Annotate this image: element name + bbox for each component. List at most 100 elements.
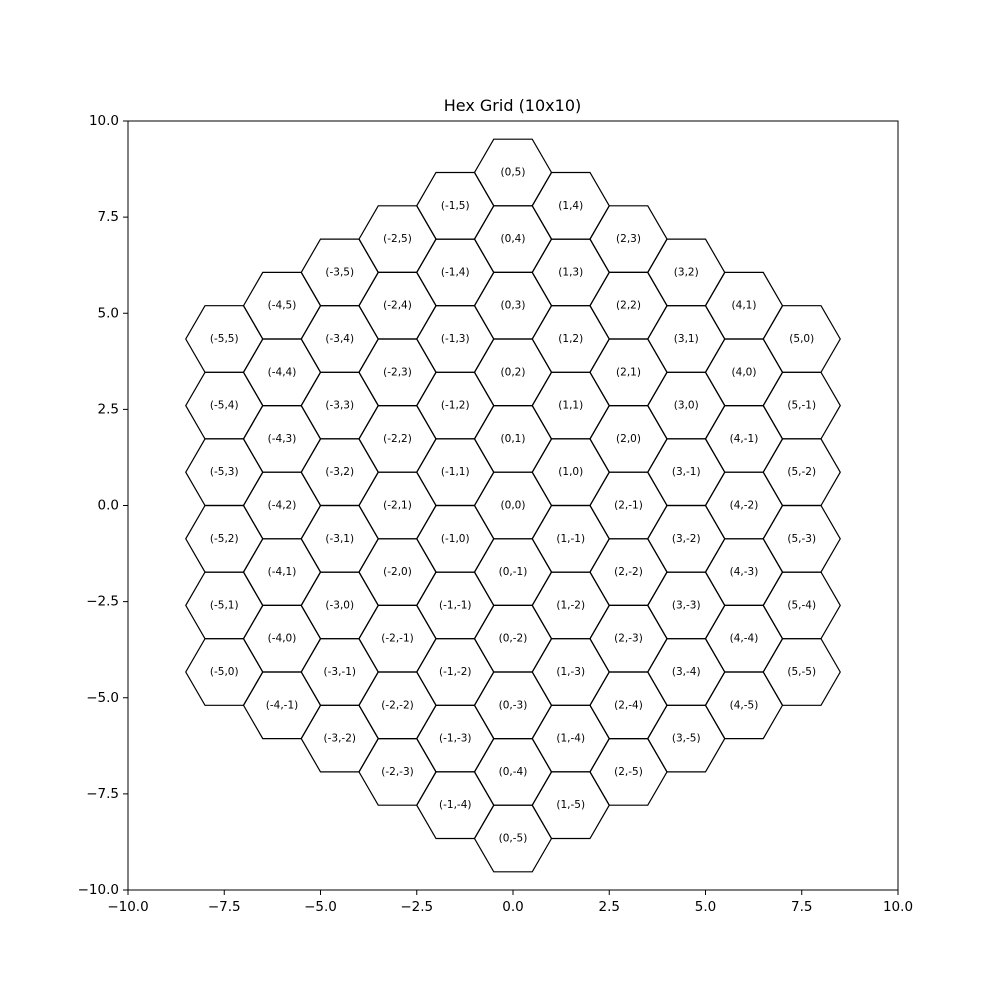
hex-label: (-4,5) bbox=[268, 300, 297, 312]
x-tick-label: 10.0 bbox=[883, 899, 913, 915]
hex-label: (3,-4) bbox=[672, 666, 701, 678]
y-tick-label: −7.5 bbox=[86, 786, 119, 802]
hex-label: (-5,3) bbox=[210, 466, 239, 478]
x-tick-label: −7.5 bbox=[208, 899, 241, 915]
x-axis: −10.0 −7.5 −5.0 −2.5 0.0 2.5 5.0 7.5 10.0 bbox=[107, 890, 913, 915]
x-tick-label: 5.0 bbox=[695, 899, 716, 915]
hex-label: (2,0) bbox=[616, 433, 641, 445]
hex-label: (0,-5) bbox=[499, 832, 528, 844]
hex-label: (-2,-3) bbox=[381, 766, 413, 778]
hex-label: (1,-3) bbox=[556, 666, 585, 678]
hex-label: (-5,4) bbox=[210, 400, 239, 412]
hex-label: (2,3) bbox=[616, 233, 641, 245]
hex-cell bbox=[762, 305, 841, 373]
hex-label: (-4,0) bbox=[268, 633, 297, 645]
hex-label: (0,1) bbox=[501, 433, 526, 445]
hex-label: (1,0) bbox=[558, 466, 583, 478]
y-tick-label: −10.0 bbox=[78, 882, 119, 898]
hex-label: (-3,3) bbox=[325, 400, 354, 412]
hex-label: (1,3) bbox=[558, 266, 583, 278]
hex-label: (4,-2) bbox=[730, 500, 759, 512]
hex-label: (2,-2) bbox=[614, 566, 643, 578]
hex-label: (-3,-1) bbox=[324, 666, 356, 678]
hex-label: (5,-2) bbox=[787, 466, 816, 478]
x-tick-label: −10.0 bbox=[107, 899, 148, 915]
hex-layer bbox=[185, 138, 841, 873]
hex-label: (5,-3) bbox=[787, 533, 816, 545]
hex-label: (0,-3) bbox=[499, 699, 528, 711]
hex-label: (-2,-2) bbox=[381, 699, 413, 711]
hex-label: (-2,2) bbox=[383, 433, 412, 445]
hex-label: (-1,5) bbox=[441, 200, 470, 212]
hex-label: (0,4) bbox=[501, 233, 526, 245]
hex-label: (-5,5) bbox=[210, 333, 239, 345]
y-tick-label: −5.0 bbox=[86, 690, 119, 706]
hex-label: (-4,2) bbox=[268, 500, 297, 512]
hex-label: (0,2) bbox=[501, 366, 526, 378]
hex-label: (1,2) bbox=[558, 333, 583, 345]
hex-label: (0,0) bbox=[501, 500, 526, 512]
hex-label: (-1,1) bbox=[441, 466, 470, 478]
hex-label: (1,1) bbox=[558, 400, 583, 412]
hex-label-layer: (-5,0) (-5,1) (-5,2) (-5,3) (-5,4) (-5,5) (-4,… bbox=[210, 167, 816, 845]
x-tick-label: 2.5 bbox=[599, 899, 620, 915]
hex-label: (4,-3) bbox=[730, 566, 759, 578]
hex-label: (-5,1) bbox=[210, 599, 239, 611]
y-axis: −10.0 −7.5 −5.0 −2.5 0.0 2.5 5.0 7.5 10.0 bbox=[78, 113, 128, 898]
hex-label: (5,0) bbox=[789, 333, 814, 345]
hex-label: (3,-2) bbox=[672, 533, 701, 545]
hex-label: (4,0) bbox=[732, 366, 757, 378]
hex-label: (3,-3) bbox=[672, 599, 701, 611]
hex-label: (2,2) bbox=[616, 300, 641, 312]
hex-label: (1,-1) bbox=[556, 533, 585, 545]
hex-label: (-1,3) bbox=[441, 333, 470, 345]
hex-label: (-4,1) bbox=[268, 566, 297, 578]
hex-label: (1,4) bbox=[558, 200, 583, 212]
hex-label: (-2,5) bbox=[383, 233, 412, 245]
x-tick-label: 0.0 bbox=[502, 899, 523, 915]
hex-label: (-3,5) bbox=[325, 266, 354, 278]
chart-title: Hex Grid (10x10) bbox=[444, 96, 581, 115]
hex-label: (1,-5) bbox=[556, 799, 585, 811]
hex-label: (-4,-1) bbox=[266, 699, 298, 711]
hex-label: (3,-5) bbox=[672, 733, 701, 745]
hex-label: (5,-5) bbox=[787, 666, 816, 678]
y-tick-label: 5.0 bbox=[98, 305, 119, 321]
hex-label: (3,2) bbox=[674, 266, 699, 278]
hex-label: (-2,-1) bbox=[381, 633, 413, 645]
y-tick-label: −2.5 bbox=[86, 594, 119, 610]
hex-label: (-2,4) bbox=[383, 300, 412, 312]
hex-label: (1,-2) bbox=[556, 599, 585, 611]
hex-label: (-3,1) bbox=[325, 533, 354, 545]
y-tick-label: 7.5 bbox=[98, 209, 119, 225]
x-tick-label: −2.5 bbox=[400, 899, 433, 915]
hex-label: (-4,3) bbox=[268, 433, 297, 445]
hex-label: (-1,-4) bbox=[439, 799, 471, 811]
hex-label: (0,-1) bbox=[499, 566, 528, 578]
hex-label: (2,1) bbox=[616, 366, 641, 378]
hex-label: (5,-1) bbox=[787, 400, 816, 412]
hex-label: (3,1) bbox=[674, 333, 699, 345]
hex-label: (0,3) bbox=[501, 300, 526, 312]
hex-label: (4,-5) bbox=[730, 699, 759, 711]
y-tick-label: 2.5 bbox=[98, 401, 119, 417]
y-tick-label: 10.0 bbox=[89, 113, 119, 129]
hex-label: (0,-2) bbox=[499, 633, 528, 645]
hex-label: (4,1) bbox=[732, 300, 757, 312]
hex-label: (-3,-2) bbox=[324, 733, 356, 745]
y-tick-label: 0.0 bbox=[98, 498, 119, 514]
hex-label: (-1,2) bbox=[441, 400, 470, 412]
hex-label: (0,5) bbox=[501, 167, 526, 179]
hex-label: (-2,3) bbox=[383, 366, 412, 378]
hex-label: (-2,0) bbox=[383, 566, 412, 578]
hex-label: (2,-3) bbox=[614, 633, 643, 645]
hex-label: (-1,-1) bbox=[439, 599, 471, 611]
hex-label: (-3,2) bbox=[325, 466, 354, 478]
hex-label: (-1,0) bbox=[441, 533, 470, 545]
hex-label: (2,-1) bbox=[614, 500, 643, 512]
hex-label: (3,-1) bbox=[672, 466, 701, 478]
hex-label: (4,-1) bbox=[730, 433, 759, 445]
hex-label: (-5,0) bbox=[210, 666, 239, 678]
hex-label: (-1,-2) bbox=[439, 666, 471, 678]
